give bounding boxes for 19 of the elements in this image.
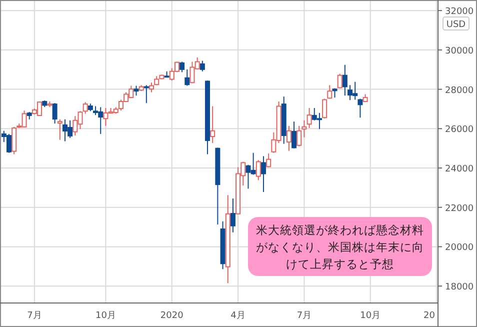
y-tick-label: 22000 <box>445 204 474 214</box>
ylabel: USD <box>442 16 470 30</box>
y-tick-label: 24000 <box>445 164 474 175</box>
y-tick-label: 20000 <box>445 243 474 254</box>
x-tick-label: 20 <box>424 311 436 321</box>
x-tick-label: 7月 <box>27 311 42 321</box>
x-tick-label: 4月 <box>230 311 246 321</box>
x-tick-label: 10月 <box>95 311 116 321</box>
annotation: 米大統領選が終われば懸念材料がなくなり、米国株は年末に向けて上昇すると予想 <box>256 223 424 271</box>
y-tick-label: 30000 <box>445 46 474 56</box>
x-tick-label: 10月 <box>360 311 381 321</box>
y-tick-label: 28000 <box>445 86 474 96</box>
y-tick-label: 26000 <box>445 125 474 136</box>
y-tick-label: 32000 <box>445 7 474 18</box>
annotation: 米大統領選が終われば懸念材料がなくなり、米国株は年末に向けて上昇すると予想 <box>248 217 432 276</box>
x-tick-label: 2020 <box>160 311 184 321</box>
x-tick-label: 7月 <box>296 311 312 321</box>
y-tick-label: 18000 <box>445 282 474 293</box>
y-axis-title: USD <box>446 20 466 30</box>
